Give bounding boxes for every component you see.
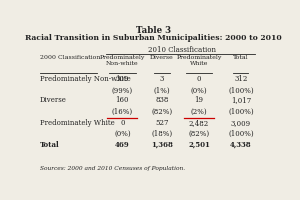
Text: 3: 3 bbox=[160, 75, 164, 83]
Text: 2,482: 2,482 bbox=[189, 119, 209, 127]
Text: (100%): (100%) bbox=[228, 130, 254, 138]
Text: 312: 312 bbox=[234, 75, 248, 83]
Text: Diverse: Diverse bbox=[40, 96, 67, 104]
Text: 838: 838 bbox=[155, 96, 169, 104]
Text: 309: 309 bbox=[116, 75, 129, 83]
Text: (1%): (1%) bbox=[154, 86, 170, 94]
Text: (16%): (16%) bbox=[112, 108, 133, 116]
Text: 1,017: 1,017 bbox=[231, 96, 251, 104]
Text: 4,338: 4,338 bbox=[230, 141, 252, 149]
Text: (82%): (82%) bbox=[151, 108, 172, 116]
Text: 1,368: 1,368 bbox=[151, 141, 173, 149]
Text: (100%): (100%) bbox=[228, 108, 254, 116]
Text: Total: Total bbox=[40, 141, 60, 149]
Text: 2010 Classification: 2010 Classification bbox=[148, 46, 216, 54]
Text: Predominately Non-white: Predominately Non-white bbox=[40, 75, 130, 83]
Text: Total: Total bbox=[233, 55, 249, 60]
Text: 19: 19 bbox=[195, 96, 204, 104]
Text: Diverse: Diverse bbox=[150, 55, 174, 60]
Text: 469: 469 bbox=[115, 141, 130, 149]
Text: Predominately
White: Predominately White bbox=[176, 55, 222, 66]
Text: (99%): (99%) bbox=[112, 86, 133, 94]
Text: (82%): (82%) bbox=[188, 130, 210, 138]
Text: 2000 Classification: 2000 Classification bbox=[40, 55, 100, 60]
Text: 3,009: 3,009 bbox=[231, 119, 251, 127]
Text: Sources: 2000 and 2010 Censuses of Population.: Sources: 2000 and 2010 Censuses of Popul… bbox=[40, 166, 185, 171]
Text: (0%): (0%) bbox=[191, 86, 207, 94]
Text: 0: 0 bbox=[197, 75, 201, 83]
Text: (18%): (18%) bbox=[151, 130, 172, 138]
Text: Predominately
Non-white: Predominately Non-white bbox=[100, 55, 145, 66]
Text: 527: 527 bbox=[155, 119, 169, 127]
Text: Predominately White: Predominately White bbox=[40, 119, 115, 127]
Text: (100%): (100%) bbox=[228, 86, 254, 94]
Text: (2%): (2%) bbox=[191, 108, 207, 116]
Text: Racial Transition in Suburban Municipalities: 2000 to 2010: Racial Transition in Suburban Municipali… bbox=[26, 34, 282, 42]
Text: 2,501: 2,501 bbox=[188, 141, 210, 149]
Text: 160: 160 bbox=[116, 96, 129, 104]
Text: (0%): (0%) bbox=[114, 130, 131, 138]
Text: 0: 0 bbox=[120, 119, 124, 127]
Text: Table 3: Table 3 bbox=[136, 26, 171, 35]
